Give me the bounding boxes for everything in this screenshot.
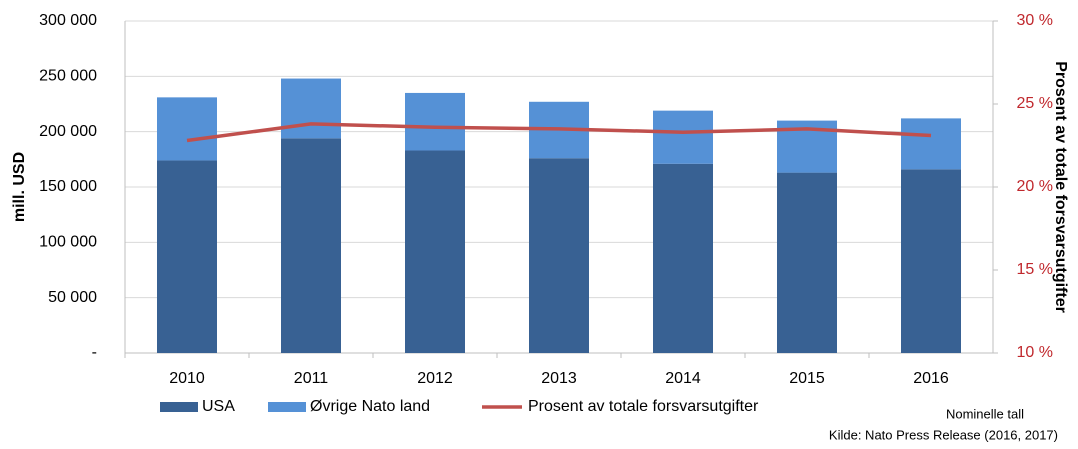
bar xyxy=(281,138,341,353)
x-tick-label: 2011 xyxy=(294,370,329,387)
legend-swatch xyxy=(160,402,198,412)
legend-label: Øvrige Nato land xyxy=(310,398,430,415)
y-axis-label: mill. USD xyxy=(11,152,28,222)
line xyxy=(186,122,932,143)
bar xyxy=(653,163,713,353)
x-tick-label: 2010 xyxy=(169,370,205,387)
x-tick-label: 2012 xyxy=(417,370,453,387)
legend-swatch xyxy=(268,402,306,412)
y-tick-label: 150 000 xyxy=(39,178,97,195)
y-tick-label: 300 000 xyxy=(39,12,97,29)
note: Kilde: Nato Press Release (2016, 2017) xyxy=(829,427,1058,442)
bar xyxy=(405,92,465,151)
y2-axis-label: Prosent av totale forsvarsutgifter xyxy=(1052,61,1069,313)
bar xyxy=(157,97,217,161)
bar xyxy=(777,172,837,353)
legend-label: Prosent av totale forsvarsutgifter xyxy=(528,398,759,415)
y-tick-label: 200 000 xyxy=(39,123,97,140)
bar xyxy=(157,160,217,353)
y-tick-label: 100 000 xyxy=(39,234,97,251)
y2-tick-label: 30 % xyxy=(1017,12,1053,29)
y-tick-label: 250 000 xyxy=(39,68,97,85)
legend-label: USA xyxy=(202,398,235,415)
bar xyxy=(281,78,341,139)
x-tick-label: 2013 xyxy=(541,370,577,387)
y2-tick-label: 20 % xyxy=(1017,178,1053,195)
x-tick-label: 2015 xyxy=(789,370,825,387)
y2-tick-label: 25 % xyxy=(1017,95,1053,112)
bar xyxy=(901,169,961,353)
y2-tick-label: 15 % xyxy=(1017,261,1053,278)
x-tick-label: 2014 xyxy=(665,370,701,387)
y-tick-label: 50 000 xyxy=(48,289,97,306)
bar xyxy=(901,118,961,170)
x-tick-label: 2016 xyxy=(913,370,949,387)
y2-tick-label: 10 % xyxy=(1017,344,1053,361)
y-tick-label: - xyxy=(92,344,97,361)
bar xyxy=(529,158,589,353)
bar xyxy=(653,110,713,164)
note: Nominelle tall xyxy=(946,406,1024,421)
bar xyxy=(405,150,465,353)
